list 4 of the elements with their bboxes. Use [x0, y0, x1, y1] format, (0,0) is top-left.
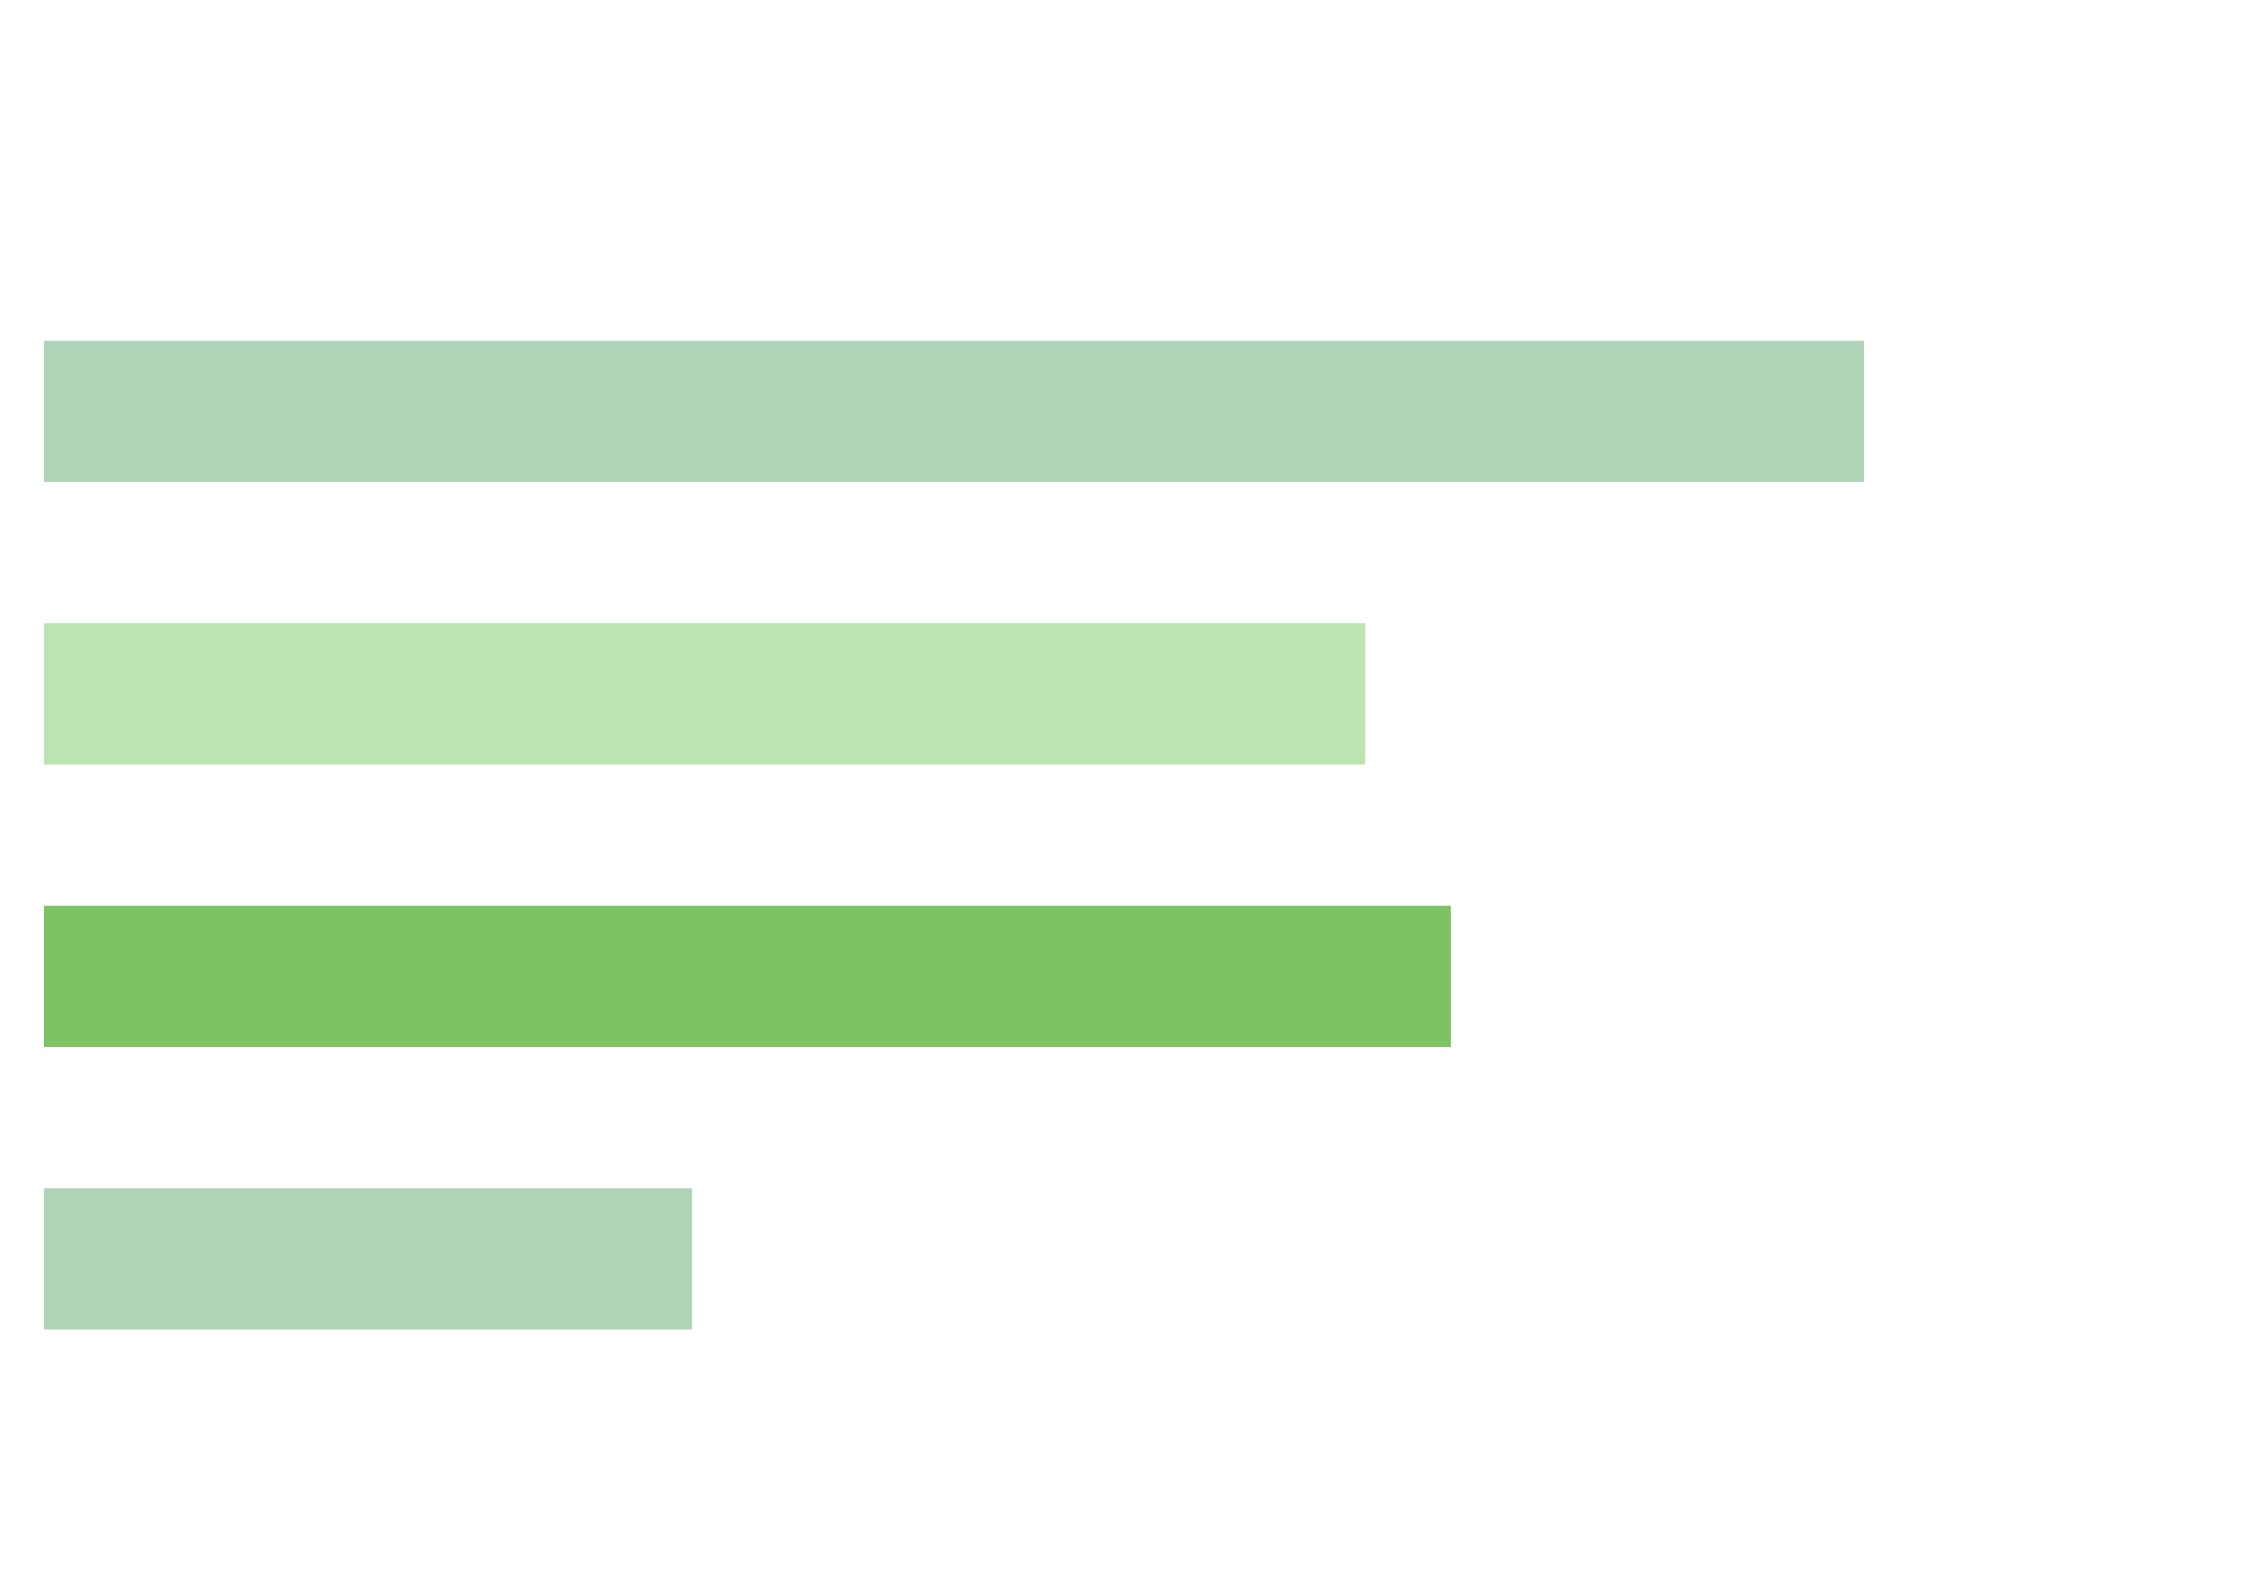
bar [44, 1188, 692, 1330]
bar [44, 340, 1864, 482]
bar [44, 905, 1451, 1047]
bar [44, 623, 1366, 765]
